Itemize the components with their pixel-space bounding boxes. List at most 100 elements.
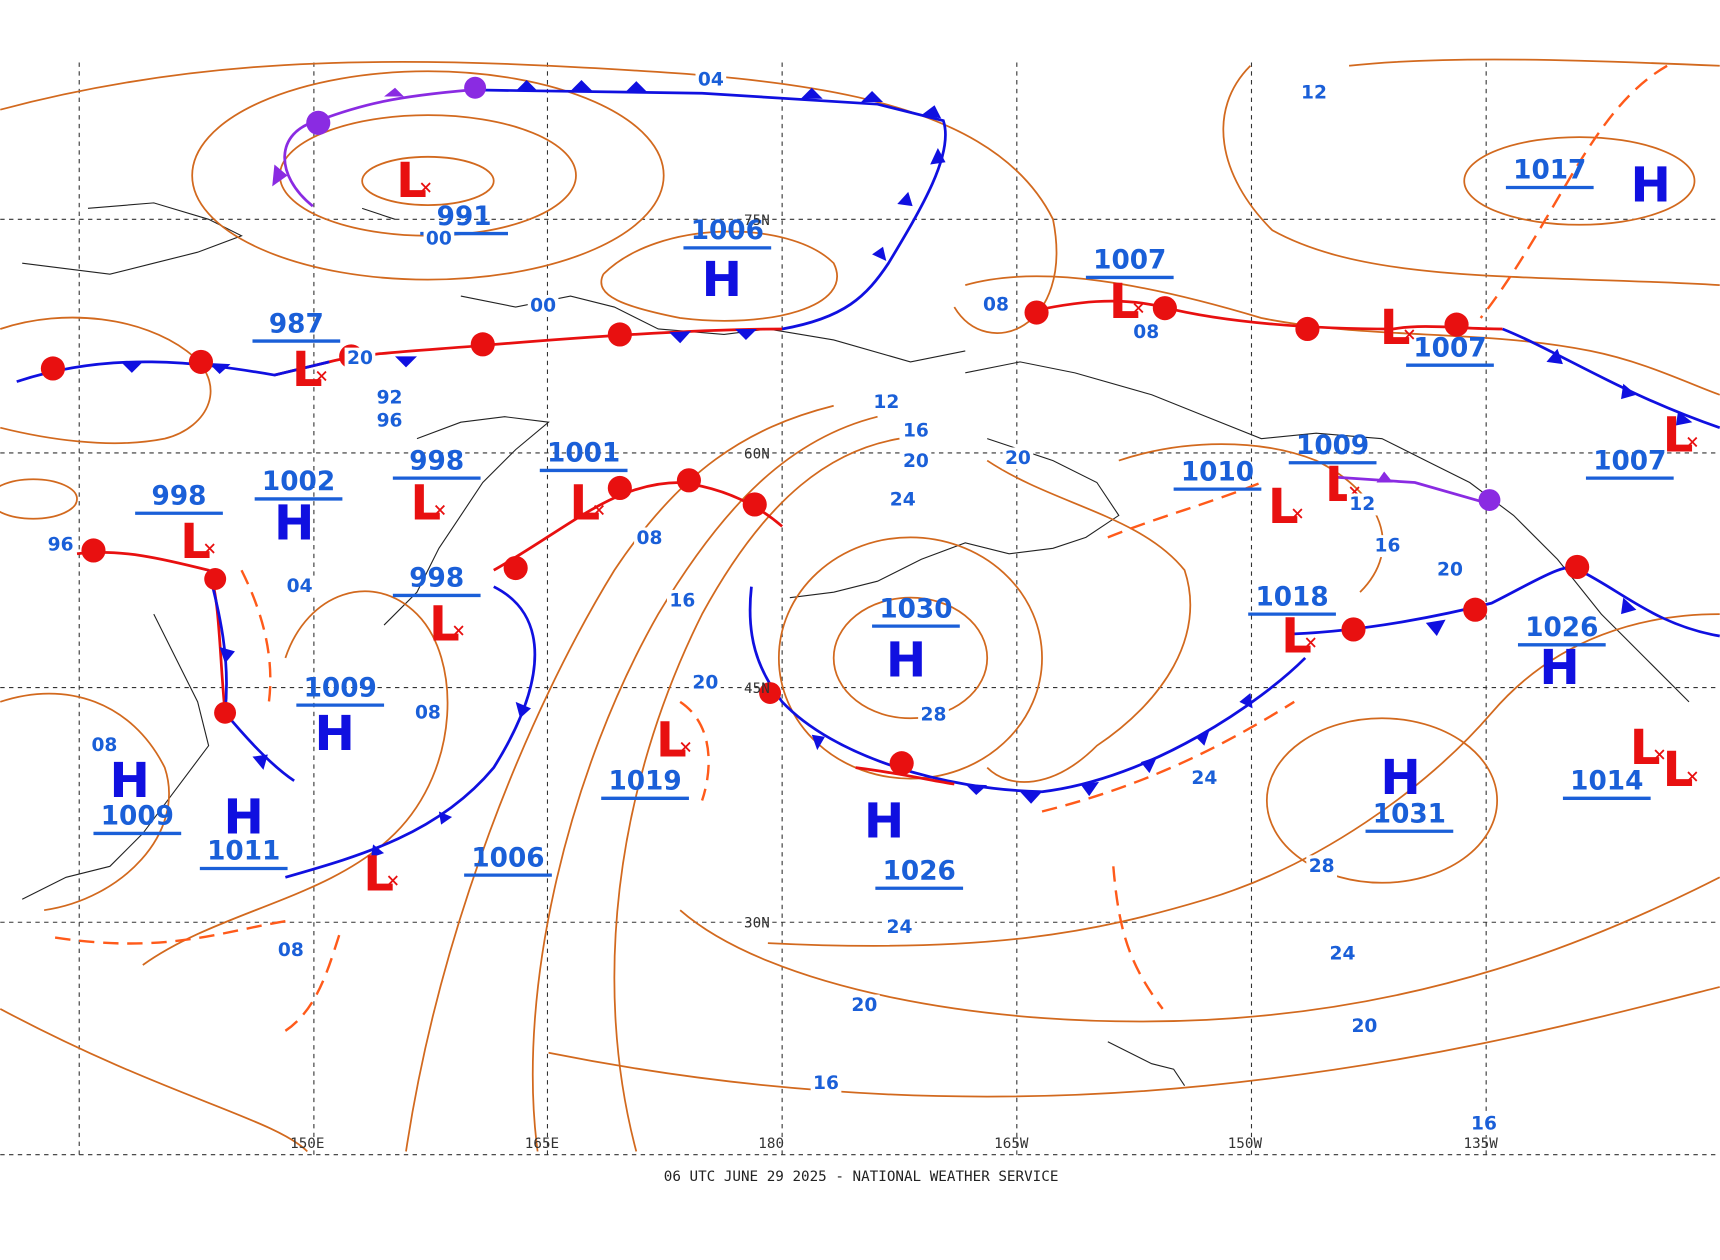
isobar-label-bg — [1468, 1113, 1500, 1135]
center-pressure: 998 — [409, 564, 464, 594]
isobar-label-bg — [374, 387, 405, 410]
center-symbol: L — [656, 712, 687, 768]
center-x: × — [1304, 631, 1317, 656]
isobar-label: 04 — [287, 576, 313, 597]
center-x: × — [1686, 430, 1699, 455]
center-symbol: L — [410, 476, 441, 532]
isobar-label-bg — [1372, 535, 1403, 558]
isobar-label: 08 — [278, 940, 304, 961]
isobar-label-bg — [900, 420, 932, 442]
isobar-label: 04 — [698, 70, 724, 91]
center-symbol: L — [1663, 742, 1694, 798]
center-pressure: 1006 — [471, 843, 544, 873]
center-pressure: 1001 — [547, 439, 620, 469]
isobar-label: 20 — [1005, 448, 1031, 469]
center-symbol: H — [702, 252, 742, 308]
coastlines — [21, 202, 1690, 1086]
isobar-label: 08 — [1133, 322, 1159, 343]
center-symbol: H — [1380, 750, 1420, 806]
isobar-label: 28 — [921, 704, 947, 725]
isobar-label-bg — [1306, 855, 1338, 878]
isobar-label-bg — [1002, 447, 1034, 470]
center-symbol: H — [315, 706, 355, 762]
center-symbol: L — [429, 596, 460, 652]
center-pressure: 1009 — [1296, 431, 1369, 461]
isobar-label-bg — [344, 347, 376, 370]
isobar-label-bg — [695, 69, 727, 92]
isobar-label-bg — [1434, 559, 1466, 582]
isobar-label: 16 — [813, 1073, 839, 1094]
isobar-label: 16 — [903, 420, 929, 441]
latitude-label: 30N — [744, 916, 770, 932]
isobar-label: 20 — [903, 451, 929, 472]
isobar-label: 16 — [1471, 1114, 1497, 1135]
center-pressure: 1007 — [1093, 246, 1166, 276]
center-pressure: 1009 — [101, 802, 174, 832]
center-symbol: H — [864, 794, 904, 850]
longitude-label: 150W — [1228, 1136, 1263, 1152]
center-pressure: 1017 — [1513, 156, 1586, 186]
center-x: × — [203, 536, 216, 561]
center-x: × — [1403, 323, 1416, 348]
center-symbol: L — [396, 153, 427, 209]
isobar-label: 12 — [873, 392, 899, 413]
center-x: × — [1132, 296, 1145, 321]
isobar-label-bg — [1346, 493, 1378, 516]
center-pressure: 1031 — [1373, 799, 1446, 829]
isobar-label-bg — [89, 734, 120, 757]
isobar-label-bg — [1349, 1015, 1380, 1038]
isobar-label-bg — [887, 489, 919, 512]
isobar-label: 16 — [669, 590, 695, 611]
center-pressure: 987 — [269, 309, 324, 339]
latitude-label: 45N — [744, 681, 770, 697]
isobar-label-bg — [900, 450, 932, 473]
isobar-label-bg — [918, 704, 949, 726]
center-x: × — [452, 619, 465, 644]
isobar-label: 28 — [1309, 856, 1335, 877]
longitude-label: 135W — [1464, 1136, 1499, 1152]
isobar-label-bg — [275, 939, 307, 962]
isobar-label-bg — [1327, 943, 1358, 966]
isobar-label-bg — [374, 410, 405, 433]
center-x: × — [1653, 743, 1666, 768]
isobar-label-bg — [527, 294, 559, 317]
isobar-label: 20 — [851, 995, 877, 1016]
isobar-label: 00 — [426, 229, 452, 250]
center-symbol: L — [1663, 408, 1694, 464]
center-pressure: 1009 — [304, 673, 377, 703]
isobar-label-bg — [634, 527, 665, 550]
longitude-label: 150E — [290, 1136, 324, 1152]
center-symbol: H — [1630, 158, 1670, 214]
isobar-label: 08 — [91, 735, 117, 756]
isobar-label-bg — [45, 534, 76, 556]
center-symbol: L — [569, 476, 600, 532]
center-pressure: 1002 — [262, 467, 335, 497]
longitude-label: 165W — [994, 1136, 1029, 1152]
isobar-label: 24 — [890, 490, 916, 511]
isobar-label: 92 — [377, 388, 403, 409]
center-pressure: 991 — [437, 202, 492, 232]
center-symbol: L — [1281, 608, 1312, 664]
center-x: × — [592, 498, 605, 523]
isobar-label-bg — [1298, 82, 1330, 105]
isobar-label: 96 — [377, 411, 403, 432]
isobar-label: 08 — [983, 294, 1009, 315]
center-symbol: H — [274, 495, 314, 551]
center-symbol: L — [1630, 720, 1661, 776]
isobar-label: 00 — [530, 295, 556, 316]
center-x: × — [1291, 501, 1304, 526]
center-symbol: H — [886, 632, 926, 688]
center-pressure: 1007 — [1413, 333, 1486, 363]
isobars — [0, 58, 1720, 1153]
center-symbol: L — [1268, 479, 1299, 535]
center-symbol: L — [363, 846, 394, 902]
center-pressure: 998 — [152, 481, 207, 511]
center-pressure: 1010 — [1181, 457, 1254, 487]
isobar-label-bg — [870, 391, 902, 414]
isobar-label-bg — [666, 589, 698, 612]
footer: 06 UTC JUNE 29 2025 - NATIONAL WEATHER S… — [664, 1169, 1059, 1185]
center-x: × — [433, 498, 446, 523]
center-pressure: 1014 — [1570, 767, 1643, 797]
isobar-label-bg — [849, 994, 880, 1017]
